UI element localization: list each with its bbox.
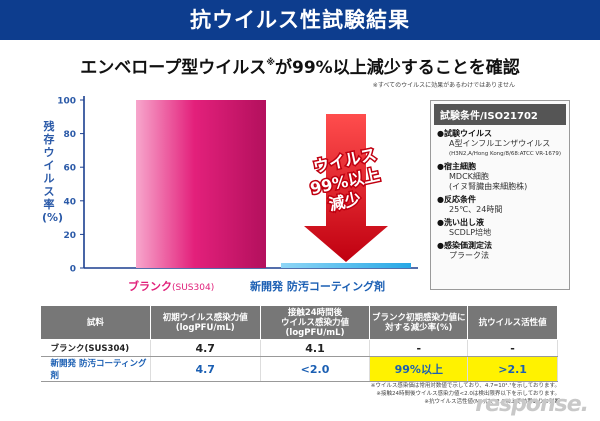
y-tick-label: 20 <box>63 231 76 241</box>
table-cell: 4.7 <box>150 356 261 382</box>
page-title: 抗ウイルス性試験結果 <box>190 8 410 32</box>
condition-value: プラーク法 <box>449 251 489 260</box>
condition-value: (イヌ腎臓由来細胞株) <box>449 182 528 191</box>
table-row: 新開発 防汚コーティング剤 4.7 <2.0 99%以上 >2.1 <box>40 356 558 382</box>
table-cell: 4.7 <box>150 339 261 357</box>
table-cell: 4.1 <box>260 339 371 357</box>
subtitle-rest: が99%以上減少することを確認 <box>275 58 520 78</box>
condition-value: 25℃、24時間 <box>449 205 503 214</box>
table-cell: ブランク(SUS304) <box>40 339 151 357</box>
footnote: ※抗ウイルス活性値(Mv)は、2.0以上で効果ありと判断 <box>424 399 560 405</box>
table-header: ブランク初期感染力値に 対する減少率(%) <box>369 305 469 340</box>
y-axis-label: 残存ウイルス率(%) <box>42 120 64 224</box>
conditions-title: 試験条件/ISO21702 <box>434 104 566 125</box>
footnote-top: ※すべてのウイルスに効果があるわけではありません <box>372 82 515 89</box>
table-header: 初期ウイルス感染力値 (logPFU/mL) <box>149 305 261 340</box>
test-conditions-box: 試験条件/ISO21702 ●試験ウイルス A型インフルエンザウイルス (H3N… <box>430 100 570 290</box>
table-cell-highlight: 99%以上 <box>369 356 469 382</box>
condition-value: SCDLP培地 <box>449 228 492 237</box>
subtitle-mark: ※ <box>266 58 276 68</box>
condition-item: ●試験ウイルス A型インフルエンザウイルス (H3N2,A/Hong Kong/… <box>431 128 569 159</box>
bar-label-blank-sub: (SUS304) <box>172 283 215 293</box>
y-tick-label: 40 <box>63 197 76 207</box>
table-header-row: 試料 初期ウイルス感染力値 (logPFU/mL) 接触24時間後 ウイルス感染力値… <box>40 305 558 340</box>
table-header: 試料 <box>40 305 151 340</box>
table-header: 抗ウイルス活性値 <box>467 305 558 340</box>
bar-label-new: 新開発 防汚コーティング剤 <box>250 280 386 293</box>
table-cell: - <box>369 339 469 357</box>
subtitle: エンベロープ型ウイルス※が99%以上減少することを確認 <box>0 53 600 78</box>
table-header: 接触24時間後 ウイルス感染力値 (logPFU/mL) <box>259 305 371 340</box>
condition-value-small: (H3N2,A/Hong Kong/8/68:ATCC VR-1679) <box>449 151 562 157</box>
bar-label-blank: ブランク(SUS304) <box>128 278 214 294</box>
table-row: ブランク(SUS304) 4.7 4.1 - - <box>40 339 558 357</box>
condition-head: ●感染価測定法 <box>437 241 492 250</box>
condition-item: ●洗い出し液 SCDLP培地 <box>431 217 569 238</box>
results-table-wrap: 試料 初期ウイルス感染力値 (logPFU/mL) 接触24時間後 ウイルス感染力値… <box>40 305 558 382</box>
down-arrow <box>304 114 388 262</box>
condition-head: ●宿主細胞 <box>437 162 476 171</box>
bar-label-blank-main: ブランク <box>128 280 172 293</box>
table-cell: 新開発 防汚コーティング剤 <box>40 356 151 382</box>
condition-head: ●反応条件 <box>437 195 476 204</box>
footnote: ※接触24時間後ウイルス感染力値<2.0は検出限界以下を示しております。 <box>376 391 560 397</box>
condition-head: ●試験ウイルス <box>437 129 492 138</box>
table-cell-highlight: >2.1 <box>467 356 558 382</box>
table-cell: <2.0 <box>260 356 371 382</box>
condition-head: ●洗い出し液 <box>437 218 484 227</box>
bar-1 <box>281 263 411 268</box>
condition-value: A型インフルエンザウイルス <box>449 139 551 148</box>
bar-0 <box>136 100 266 268</box>
y-tick-label: 80 <box>63 130 76 140</box>
watermark: response. <box>475 392 589 417</box>
y-tick-label: 100 <box>57 97 76 107</box>
condition-value: MDCK細胞 <box>449 172 489 181</box>
subtitle-main: エンベロープ型ウイルス <box>80 58 267 78</box>
footnotes: ※ウイルス感染価は常用対数値で示しており、4.7=10⁴.⁷を示しております。 … <box>371 382 560 406</box>
footnote: ※ウイルス感染価は常用対数値で示しており、4.7=10⁴.⁷を示しております。 <box>370 383 560 389</box>
y-tick-label: 0 <box>70 265 76 275</box>
header-bar: 抗ウイルス性試験結果 <box>0 0 600 40</box>
table-cell: - <box>467 339 558 357</box>
condition-item: ●宿主細胞 MDCK細胞 (イヌ腎臓由来細胞株) <box>431 161 569 192</box>
condition-item: ●反応条件 25℃、24時間 <box>431 194 569 215</box>
y-tick-label: 60 <box>63 164 76 174</box>
condition-item: ●感染価測定法 プラーク法 <box>431 240 569 261</box>
results-table: 試料 初期ウイルス感染力値 (logPFU/mL) 接触24時間後 ウイルス感染力値… <box>40 305 558 382</box>
